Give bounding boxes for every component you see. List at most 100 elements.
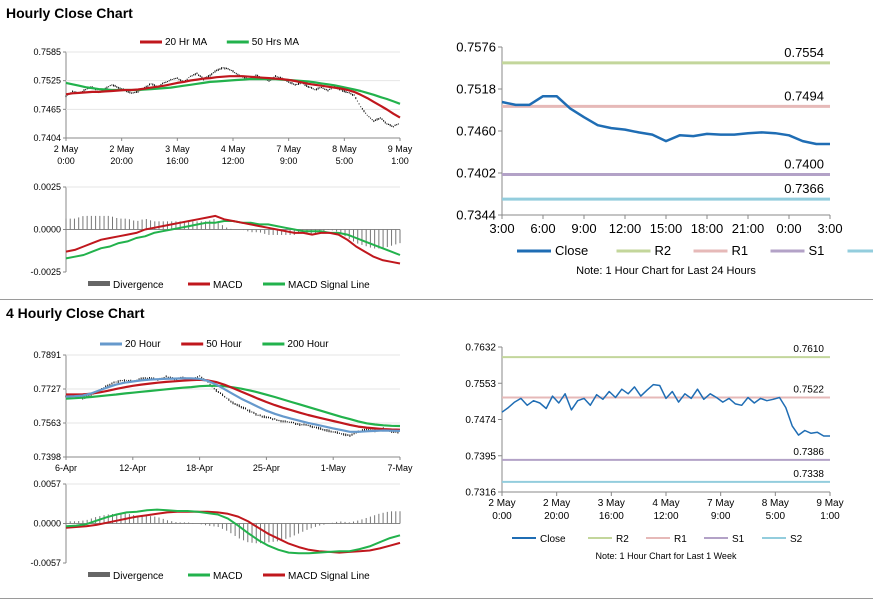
hourly-price-x-tick-label: 12:00: [222, 156, 245, 166]
four-levels-y-tick-label: 0.7316: [465, 488, 496, 499]
four-macd-signal-line: [65, 510, 401, 554]
hourly-levels-legend-label: S1: [809, 243, 825, 258]
hourly-levels-y-tick-label: 0.7576: [456, 40, 496, 55]
hourly-price-x-tick-label: 9 May: [388, 144, 413, 154]
four-levels-x-tick-label: 9 May: [816, 498, 843, 509]
four-price-ma50-line: [66, 378, 401, 431]
four-levels-legend-label: R1: [674, 534, 687, 545]
four-levels-x-tick-label: 2 May: [543, 498, 570, 509]
four-price-y-tick-label: 0.7891: [33, 350, 61, 360]
four-levels-y-tick-label: 0.7632: [465, 343, 496, 354]
hourly-macd-macd-line: [65, 214, 401, 265]
hourly-levels-level-r1-label: 0.7494: [784, 88, 824, 103]
four-levels-x-tick-label: 3 May: [598, 498, 625, 509]
hourly-levels-x-tick-label: 6:00: [530, 221, 555, 236]
hourly-levels-x-tick-label: 9:00: [571, 221, 596, 236]
hourly-price-x-tick-label: 2 May: [54, 144, 79, 154]
four-levels-x-tick-label: 12:00: [653, 511, 678, 522]
four-levels-legend-label: S1: [732, 534, 745, 545]
hourly-price-ma20-line: [65, 75, 401, 119]
section-divider: [0, 299, 873, 300]
four-macd-legend-label: MACD Signal Line: [288, 571, 370, 582]
four-price-x-tick-label: 25-Apr: [253, 463, 280, 473]
four-price-legend-label: 200 Hour: [287, 339, 329, 350]
hourly-macd-legend-label: Divergence: [113, 280, 164, 291]
hourly-macd-legend-label: MACD Signal Line: [288, 280, 370, 291]
four-price-x-tick-label: 7-May: [387, 463, 413, 473]
four-macd-legend-label: Divergence: [113, 571, 164, 582]
four-levels-x-tick-label: 20:00: [544, 511, 569, 522]
four-levels-x-tick-label: 2 May: [488, 498, 515, 509]
four-levels-level-r2-label: 0.7610: [793, 344, 824, 355]
hourly-levels-y-tick-label: 0.7518: [456, 82, 496, 97]
four-price-ma200-line: [65, 384, 401, 428]
four-levels-y-tick-label: 0.7395: [465, 451, 496, 462]
hourly-price-x-tick-label: 20:00: [110, 156, 133, 166]
four-hourly-section-title: 4 Hourly Close Chart: [6, 305, 145, 321]
hourly-price-x-tick-label: 5:00: [336, 156, 354, 166]
hourly-price-x-tick-label: 4 May: [221, 144, 246, 154]
four-price-x-tick-label: 12-Apr: [119, 463, 146, 473]
hourly-levels-legend-label: R2: [655, 243, 672, 258]
four-macd-y-tick-label: -0.0057: [30, 558, 61, 568]
four-macd-legend-label: MACD: [213, 571, 242, 582]
hourly-price-y-tick-label: 0.7465: [33, 104, 61, 114]
four-levels-legend-label: S2: [790, 534, 803, 545]
four-levels-x-tick-label: 16:00: [599, 511, 624, 522]
hourly-macd-legend-swatch: [88, 281, 110, 286]
hourly-price-x-tick-label: 0:00: [57, 156, 75, 166]
four-levels-x-tick-label: 0:00: [492, 511, 512, 522]
four-levels-x-tick-label: 5:00: [766, 511, 786, 522]
four-levels-x-tick-label: 1:00: [820, 511, 840, 522]
four-macd-macd-line: [65, 508, 401, 555]
hourly-levels-y-tick-label: 0.7344: [456, 208, 496, 223]
hourly-levels-close-line: [501, 94, 830, 146]
hourly-price-x-tick-label: 7 May: [276, 144, 301, 154]
hourly-macd-y-tick-label: 0.0000: [33, 225, 61, 235]
hourly-levels-level-s2-label: 0.7366: [784, 181, 824, 196]
hourly-levels-x-tick-label: 0:00: [776, 221, 801, 236]
four-price-legend-label: 20 Hour: [125, 339, 161, 350]
four-levels-legend-label: R2: [616, 534, 629, 545]
hourly-levels-level-s1-label: 0.7400: [784, 156, 824, 171]
four-levels-x-tick-label: 8 May: [762, 498, 789, 509]
four-price-y-tick-label: 0.7727: [33, 384, 61, 394]
four-price-y-tick-label: 0.7563: [33, 418, 61, 428]
hourly-macd-y-tick-label: -0.0025: [30, 267, 61, 277]
bottom-divider: [0, 598, 873, 599]
hourly-levels-x-tick-label: 15:00: [650, 221, 683, 236]
hourly-levels-y-tick-label: 0.7460: [456, 124, 496, 139]
hourly-section-title: Hourly Close Chart: [6, 5, 133, 21]
hourly-levels-x-tick-label: 18:00: [691, 221, 724, 236]
four-price-ma20-line: [65, 377, 401, 433]
four-macd-y-tick-label: 0.0057: [33, 479, 61, 489]
hourly-price-x-tick-label: 2 May: [109, 144, 134, 154]
four-levels-legend-label: Close: [540, 534, 566, 545]
four-price-x-tick-label: 18-Apr: [186, 463, 213, 473]
hourly-macd-y-tick-label: 0.0025: [33, 182, 61, 192]
four-levels-level-s1-label: 0.7386: [793, 447, 824, 458]
four-levels-level-s2-label: 0.7338: [793, 469, 824, 480]
hourly-levels-legend-label: Close: [555, 243, 588, 258]
hourly-price-y-tick-label: 0.7525: [33, 76, 61, 86]
hourly-levels-y-tick-label: 0.7402: [456, 166, 496, 181]
hourly-price-y-tick-label: 0.7585: [33, 47, 61, 57]
four-levels-close-line: [501, 383, 830, 437]
four-levels-x-tick-label: 4 May: [652, 498, 679, 509]
hourly-price-legend-label: 20 Hr MA: [165, 37, 208, 48]
hourly-price-x-tick-label: 1:00: [391, 156, 409, 166]
four-levels-x-tick-label: 7 May: [707, 498, 734, 509]
four-levels-note: Note: 1 Hour Chart for Last 1 Week: [596, 551, 737, 561]
four-price-x-tick-label: 1-May: [321, 463, 347, 473]
four-price-y-tick-label: 0.7398: [33, 452, 61, 462]
hourly-levels-note: Note: 1 Hour Chart for Last 24 Hours: [576, 265, 756, 277]
hourly-price-x-tick-label: 3 May: [165, 144, 190, 154]
hourly-levels-x-tick-label: 3:00: [489, 221, 514, 236]
four-price-x-tick-label: 6-Apr: [55, 463, 77, 473]
four-levels-y-tick-label: 0.7553: [465, 379, 496, 390]
hourly-macd-signal-line: [65, 220, 401, 260]
hourly-macd-legend-label: MACD: [213, 280, 242, 291]
hourly-price-x-tick-label: 8 May: [332, 144, 357, 154]
hourly-price-x-tick-label: 16:00: [166, 156, 189, 166]
